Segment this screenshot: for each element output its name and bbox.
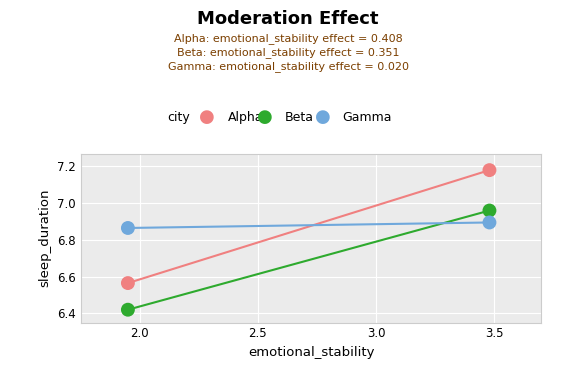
- Y-axis label: sleep_duration: sleep_duration: [39, 189, 51, 287]
- Text: Alpha: Alpha: [228, 111, 263, 124]
- Text: ●: ●: [314, 108, 331, 126]
- Point: [485, 207, 494, 214]
- Point: [485, 167, 494, 173]
- Text: ●: ●: [199, 108, 215, 126]
- X-axis label: emotional_stability: emotional_stability: [248, 346, 374, 359]
- Point: [485, 219, 494, 225]
- Text: city: city: [168, 111, 190, 124]
- Text: Moderation Effect: Moderation Effect: [197, 10, 379, 28]
- Text: Gamma: Gamma: [343, 111, 392, 124]
- Point: [123, 225, 132, 231]
- Point: [123, 307, 132, 313]
- Text: Beta: Beta: [285, 111, 314, 124]
- Point: [123, 280, 132, 286]
- Text: Alpha: emotional_stability effect = 0.408
Beta: emotional_stability effect = 0.3: Alpha: emotional_stability effect = 0.40…: [168, 33, 408, 72]
- Text: ●: ●: [257, 108, 273, 126]
